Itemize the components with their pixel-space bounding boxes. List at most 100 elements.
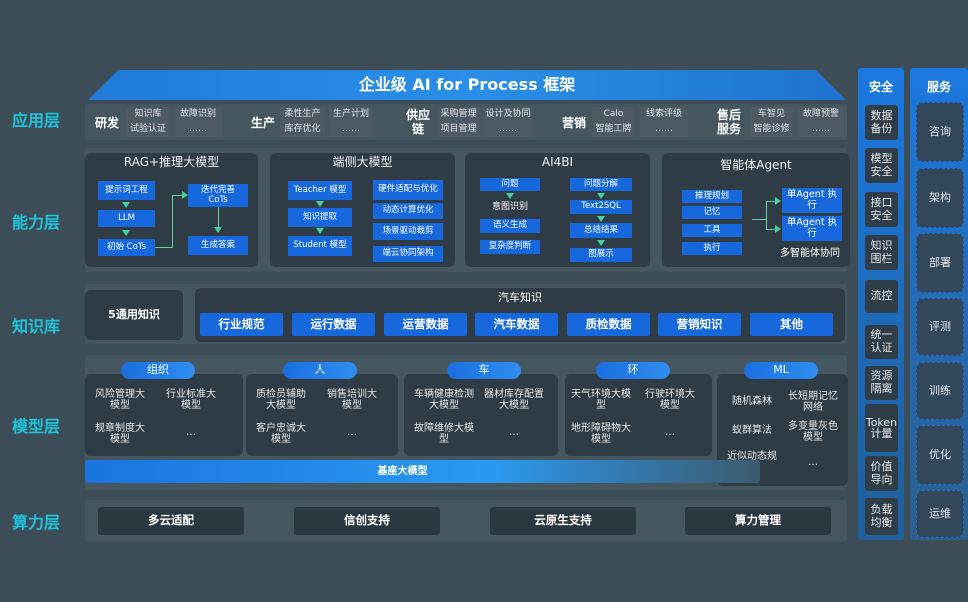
model-item: 销售培训大模型 [327,388,377,412]
agent-box: 记忆 [682,206,742,219]
arrow-down-icon [597,216,605,222]
edge-box: Student 模型 [288,236,352,256]
app-item[interactable]: 车智见 [750,107,793,122]
app-item[interactable]: 试验认证 [126,122,170,137]
model-item: 质检员辅助大模型 [256,388,306,412]
app-item[interactable]: 智能诊修 [750,122,793,137]
app-item[interactable]: 线索评级 [640,107,688,122]
model-item: … [665,427,675,439]
knowledge-item[interactable]: 运行数据 [292,313,375,336]
base-model-bar: 基座大模型 [85,460,760,483]
security-item[interactable]: 价值导向 [865,456,898,491]
connector-line [752,219,766,220]
service-item[interactable]: 架构 [916,168,964,228]
connector-line [155,247,173,248]
service-item[interactable]: 运维 [916,490,964,538]
general-knowledge: 5通用知识 [85,290,183,340]
arrow-down-icon [316,228,324,234]
app-item[interactable]: 采购管理 [437,107,480,122]
service-item[interactable]: 部署 [916,233,964,293]
security-item[interactable]: 负载均衡 [865,498,898,535]
model-item: 多变量灰色模型 [788,420,838,444]
service-title: 服务 [926,80,951,95]
title-banner: 企业级 AI for Process 框架 [88,70,846,100]
ai4bi-box: 图展示 [570,248,632,262]
model-item: 地形障碍物大模型 [571,422,631,446]
app-item[interactable]: 故障预警 [798,107,844,122]
arrow-right-icon [775,225,781,233]
app-item[interactable]: 柔性生产 [280,107,325,122]
arrow-down-icon [122,230,130,236]
model-item: 风险管理大模型 [95,388,145,412]
app-item[interactable]: 智能工牌 [592,122,635,137]
ai4bi-box: 问题分解 [570,178,632,191]
arrow-right-icon [182,191,188,199]
ai4bi-box: 总结结果 [570,223,632,238]
edge-box: Teacher 模型 [288,181,352,200]
layer-label-knowledge: 知识库 [12,317,61,336]
app-item[interactable]: …… [640,122,688,137]
app-item[interactable]: 库存优化 [280,122,325,137]
app-item[interactable]: Calo [592,107,635,122]
ai4bi-title: AI4BI [541,155,574,170]
app-item[interactable]: …… [329,122,373,137]
app-item[interactable]: 生产计划 [329,107,373,122]
compute-item[interactable]: 多云适配 [98,507,244,535]
model-group-pill: 环 [596,362,670,379]
connector-line [766,201,775,202]
model-item: … [509,427,519,439]
app-item[interactable]: 知识库 [126,107,170,122]
agent-box: 工具 [682,224,742,237]
knowledge-item[interactable]: 行业规范 [200,313,283,336]
connector-line [172,195,182,196]
app-item[interactable]: 设计及协同 [483,107,533,122]
security-item[interactable]: Token计量 [865,404,898,452]
knowledge-item[interactable]: 营销知识 [658,313,741,336]
service-item[interactable]: 评测 [916,298,964,356]
security-item[interactable]: 流控 [865,280,898,313]
service-item[interactable]: 训练 [916,362,964,420]
model-group-pill: 车 [447,362,521,379]
security-item[interactable]: 数据备份 [865,105,898,140]
app-item[interactable]: …… [798,122,844,137]
security-item[interactable]: 统一认证 [865,325,898,359]
security-item[interactable]: 知识围栏 [865,235,898,270]
arrow-down-icon [316,201,324,207]
knowledge-item[interactable]: 汽车数据 [475,313,558,336]
arrow-right-icon [775,197,781,205]
ai4bi-box: Text2SQL [570,200,632,214]
app-item[interactable]: …… [174,122,222,137]
arrow-down-icon [214,227,222,233]
model-item: 器材库存配置大模型 [484,388,544,412]
edge-box: 端云协同架构 [373,246,443,262]
compute-item[interactable]: 信创支持 [294,507,440,535]
knowledge-item[interactable]: 运营数据 [384,313,467,336]
app-item[interactable]: 项目管理 [437,122,480,137]
security-item[interactable]: 接口安全 [865,192,898,227]
app-item[interactable]: …… [483,122,533,137]
arrow-down-icon [597,240,605,246]
compute-item[interactable]: 算力管理 [685,507,831,535]
knowledge-item[interactable]: 质检数据 [567,313,650,336]
security-item[interactable]: 模型安全 [865,148,898,183]
model-item: 行驶环境大模型 [645,388,695,412]
app-group-marketing: 营销 [561,115,586,130]
app-item[interactable]: 故障识别 [174,107,222,122]
connector-line [172,195,173,248]
knowledge-item[interactable]: 其他 [750,313,833,336]
model-group-pill: ML [744,362,818,379]
auto-knowledge-title: 汽车知识 [498,290,542,304]
model-panel-people [246,374,398,456]
model-item: … [186,427,196,439]
compute-item[interactable]: 云原生支持 [490,507,636,535]
model-panel-org [85,374,243,456]
service-item[interactable]: 咨询 [916,102,964,162]
rag-box: LLM [98,210,155,227]
edge-box: 场景驱动裁剪 [373,223,443,240]
agent-box: 推理规划 [682,190,742,203]
security-item[interactable]: 资源隔离 [865,366,898,400]
agent-caption: 多智能体协同 [780,248,840,260]
model-item: 行业标准大模型 [166,388,216,412]
model-item: 长短期记忆网络 [788,390,838,414]
service-item[interactable]: 优化 [916,425,964,485]
